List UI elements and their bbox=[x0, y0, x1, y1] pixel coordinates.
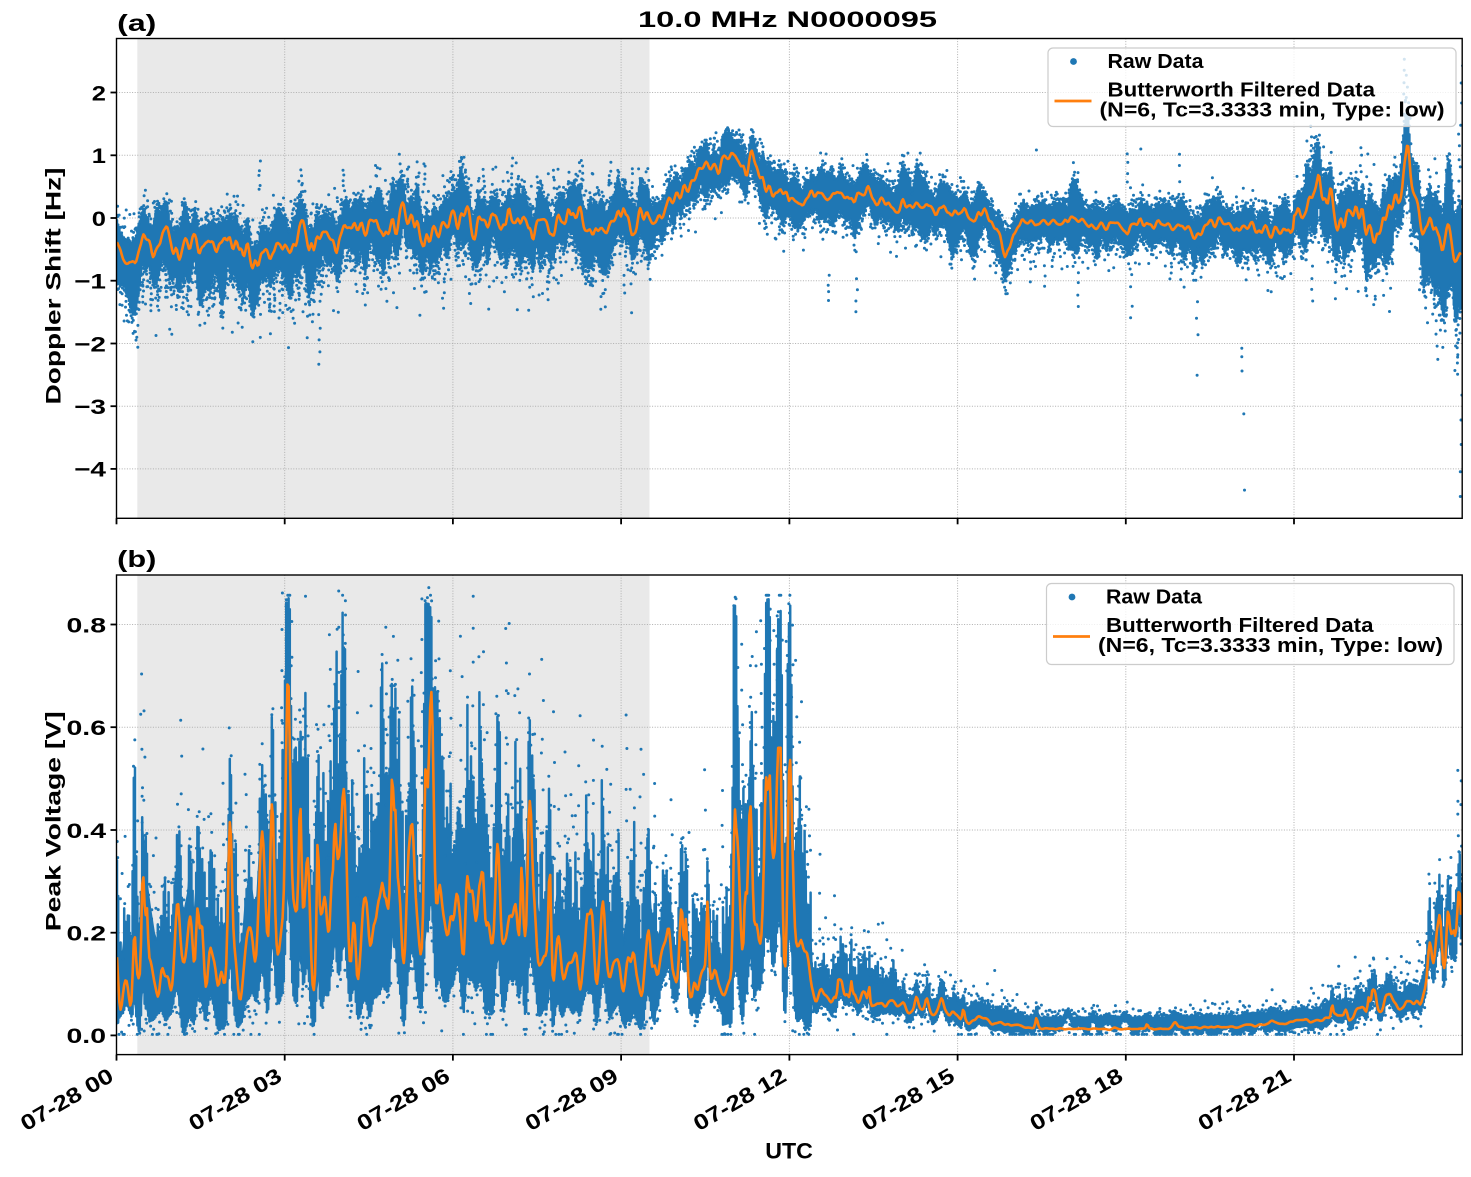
svg-text:(N=6, Tc=3.3333 min, Type: low: (N=6, Tc=3.3333 min, Type: low) bbox=[1100, 100, 1445, 122]
svg-text:−4: −4 bbox=[74, 458, 106, 482]
svg-text:0.8: 0.8 bbox=[67, 613, 107, 637]
svg-text:−1: −1 bbox=[74, 270, 106, 294]
svg-text:Butterworth Filtered Data: Butterworth Filtered Data bbox=[1108, 80, 1376, 102]
svg-text:Doppler Shift [Hz]: Doppler Shift [Hz] bbox=[42, 168, 66, 405]
svg-text:2: 2 bbox=[92, 81, 106, 105]
svg-text:Raw Data: Raw Data bbox=[1108, 51, 1205, 73]
svg-text:(N=6, Tc=3.3333 min, Type: low: (N=6, Tc=3.3333 min, Type: low) bbox=[1098, 635, 1443, 657]
svg-text:(a): (a) bbox=[117, 10, 156, 36]
svg-text:Raw Data: Raw Data bbox=[1106, 587, 1203, 609]
svg-text:Butterworth Filtered Data: Butterworth Filtered Data bbox=[1106, 615, 1374, 637]
svg-text:0.6: 0.6 bbox=[67, 716, 107, 740]
svg-text:0: 0 bbox=[92, 207, 106, 231]
svg-text:10.0 MHz N0000095: 10.0 MHz N0000095 bbox=[638, 7, 937, 32]
svg-text:0.2: 0.2 bbox=[67, 922, 107, 946]
svg-text:−2: −2 bbox=[74, 332, 106, 356]
svg-text:UTC: UTC bbox=[765, 1139, 813, 1164]
svg-text:0.0: 0.0 bbox=[67, 1024, 107, 1048]
svg-text:1: 1 bbox=[92, 144, 106, 168]
svg-text:0.4: 0.4 bbox=[67, 819, 107, 843]
svg-text:Peak Voltage [V]: Peak Voltage [V] bbox=[42, 711, 66, 931]
svg-text:(b): (b) bbox=[117, 546, 156, 572]
svg-text:−3: −3 bbox=[74, 395, 106, 419]
